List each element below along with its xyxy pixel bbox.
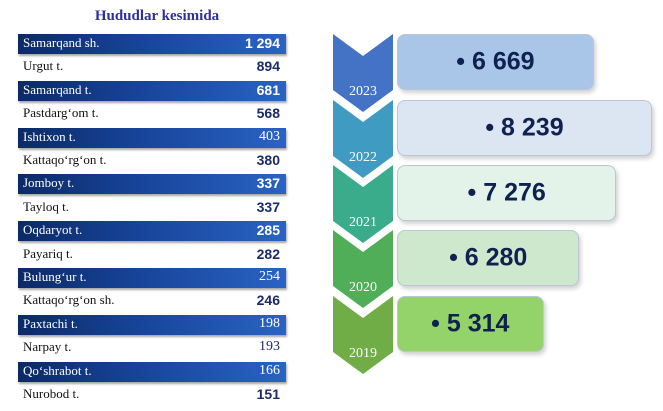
table-row: Urgut t. 894	[18, 57, 286, 77]
row-name: Nurobod t.	[23, 386, 80, 401]
year-value-box: • 7 276	[397, 165, 617, 221]
table-row: Samarqand t. 681	[18, 80, 286, 101]
row-name: Oqdaryot t.	[23, 222, 83, 238]
row-value: 282	[256, 245, 280, 262]
table-row: Oqdaryot t. 285	[18, 221, 286, 242]
row-value: 193	[259, 339, 280, 355]
table-row: Kattaqo‘rg‘on t. 380	[18, 151, 286, 171]
table-row: Ishtixon t. 403	[18, 127, 286, 148]
row-value: 894	[256, 58, 280, 75]
year-label: 2023	[349, 84, 377, 99]
year-value-box: • 6 669	[397, 34, 594, 90]
row-name: Kattaqo‘rg‘on t.	[23, 152, 107, 167]
row-value: 337	[256, 175, 280, 192]
row-name: Samarqand sh.	[23, 35, 100, 50]
year-label: 2021	[349, 215, 377, 230]
row-value: 681	[256, 81, 280, 98]
row-name: Jomboy t.	[23, 175, 75, 191]
table-row: Jomboy t. 337	[18, 174, 286, 195]
row-value: 380	[256, 152, 280, 168]
table-row: Nurobod t. 151	[18, 385, 286, 405]
table-row: Qo‘shrabot t. 166	[18, 361, 286, 382]
row-value: 151	[256, 386, 280, 402]
year-label: 2020	[349, 280, 377, 295]
year-value-box: • 6 280	[397, 230, 580, 286]
table-row: Samarqand sh. 1 294	[18, 34, 286, 54]
table-row: Kattaqo‘rg‘on sh. 246	[18, 291, 286, 311]
year-chevron	[333, 100, 393, 178]
row-name: Ishtixon t.	[23, 128, 76, 144]
row-value: 403	[259, 128, 280, 144]
year-value: • 6 280	[449, 243, 528, 272]
table-row: Narpay t. 193	[18, 338, 286, 358]
row-value: 166	[259, 362, 280, 378]
row-name: Tayloq t.	[23, 198, 70, 214]
row-name: Pastdarg‘om t.	[23, 105, 99, 121]
region-table: Samarqand sh. 1 294 Urgut t. 894 Samarqand t…	[0, 0, 300, 411]
chart-title: Hududlar kesimida	[94, 8, 220, 24]
year-value: • 8 239	[485, 113, 564, 142]
row-name: Kattaqo‘rg‘on sh.	[23, 292, 115, 308]
year-chevron	[333, 165, 393, 243]
year-value: • 6 669	[456, 47, 535, 76]
table-row: Paxtachi t. 198	[18, 314, 286, 335]
year-chevron	[333, 230, 393, 308]
row-name: Qo‘shrabot t.	[23, 362, 92, 378]
year-chevron	[333, 34, 393, 112]
year-chevron	[333, 296, 393, 374]
row-name: Narpay t.	[23, 339, 72, 355]
table-row: Pastdarg‘om t. 568	[18, 104, 286, 124]
table-row: Bulung‘ur t. 254	[18, 268, 286, 288]
year-value-box: • 8 239	[397, 100, 652, 156]
row-value: 285	[256, 222, 280, 239]
year-label: 2022	[349, 150, 377, 165]
table-row: Tayloq t. 337	[18, 198, 286, 218]
row-value: 254	[259, 269, 280, 284]
year-label: 2019	[349, 346, 377, 361]
row-name: Paxtachi t.	[23, 315, 78, 331]
row-name: Samarqand t.	[23, 81, 92, 97]
year-value-box: • 5 314	[397, 296, 544, 352]
row-value: 198	[259, 315, 280, 331]
row-name: Payariq t.	[23, 245, 73, 261]
year-value: • 5 314	[431, 309, 510, 338]
row-name: Bulung‘ur t.	[23, 269, 87, 284]
row-value: 246	[256, 292, 280, 309]
row-name: Urgut t.	[23, 58, 64, 74]
row-value: 337	[256, 198, 280, 215]
row-value: 568	[256, 105, 280, 122]
row-value: 1 294	[244, 35, 280, 51]
year-value: • 7 276	[467, 178, 546, 207]
table-row: Payariq t. 282	[18, 245, 286, 265]
